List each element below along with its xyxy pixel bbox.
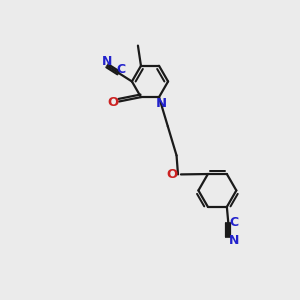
Text: N: N bbox=[155, 97, 167, 110]
Text: O: O bbox=[166, 168, 177, 181]
Text: N: N bbox=[101, 55, 112, 68]
Text: C: C bbox=[116, 63, 125, 76]
Text: C: C bbox=[229, 216, 238, 230]
Text: O: O bbox=[107, 96, 118, 109]
Text: N: N bbox=[228, 234, 239, 247]
